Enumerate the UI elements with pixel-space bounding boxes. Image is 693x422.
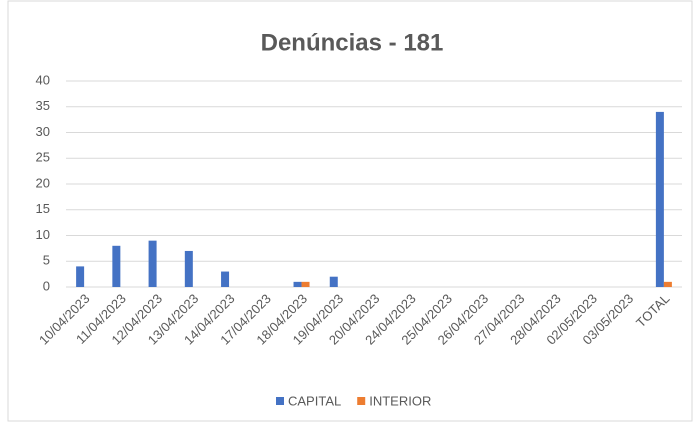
y-tick-label: 15 [36, 201, 50, 216]
bar [301, 281, 310, 287]
legend-swatch [276, 397, 284, 405]
y-tick-label: 10 [36, 227, 50, 242]
chart-frame [7, 0, 693, 422]
y-tick-label: 40 [36, 72, 50, 87]
y-tick-label: 20 [36, 175, 50, 190]
chart-title: Denúncias - 181 [261, 29, 444, 56]
bar [76, 266, 85, 287]
y-tick-label: 0 [43, 278, 50, 293]
bar [293, 281, 302, 287]
bar [329, 276, 338, 287]
bar [148, 240, 157, 287]
bar [655, 111, 664, 288]
bar [663, 281, 672, 287]
bar [221, 271, 230, 287]
legend-label: INTERIOR [369, 393, 431, 408]
bar [184, 250, 193, 287]
y-tick-label: 25 [36, 150, 50, 165]
y-tick-label: 35 [36, 98, 50, 113]
bar [112, 245, 121, 287]
y-tick-label: 5 [43, 253, 50, 268]
legend-label: CAPITAL [288, 393, 341, 408]
y-tick-label: 30 [36, 124, 50, 139]
legend-swatch [357, 397, 366, 405]
